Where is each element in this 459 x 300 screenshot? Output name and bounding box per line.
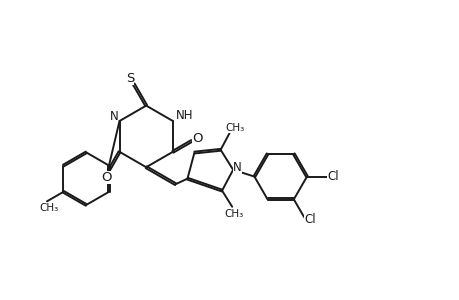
Text: Cl: Cl [303, 213, 315, 226]
Text: N: N [109, 110, 118, 123]
Text: S: S [126, 72, 134, 85]
Text: CH₃: CH₃ [225, 123, 244, 133]
Text: Cl: Cl [327, 170, 338, 183]
Text: CH₃: CH₃ [39, 203, 59, 213]
Text: NH: NH [175, 109, 192, 122]
Text: CH₃: CH₃ [224, 208, 244, 218]
Text: O: O [101, 171, 112, 184]
Text: N: N [233, 161, 241, 174]
Text: O: O [192, 132, 202, 145]
